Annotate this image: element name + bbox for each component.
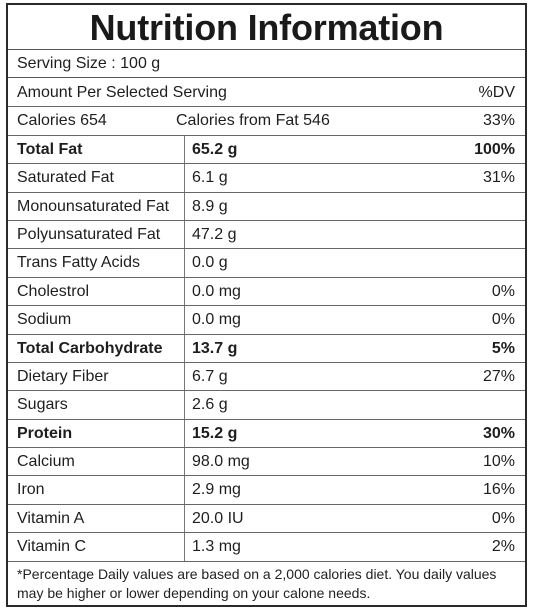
amount-header: Amount Per Selected Serving bbox=[17, 84, 227, 101]
table-row: Calcium 98.0 mg 10% bbox=[8, 448, 525, 477]
nutrient-name: Calcium bbox=[17, 453, 75, 471]
footnote: *Percentage Daily values are based on a … bbox=[17, 566, 497, 601]
nutrient-dv: 5% bbox=[491, 339, 515, 357]
nutrient-amount: 0.0 g bbox=[192, 254, 228, 272]
column-divider bbox=[184, 249, 185, 277]
column-divider bbox=[184, 334, 185, 362]
table-row: Polyunsaturated Fat 47.2 g bbox=[8, 220, 525, 250]
table-row: Dietary Fiber 6.7 g 27% bbox=[8, 362, 525, 392]
table-row: Vitamin C 1.3 mg 2% bbox=[8, 533, 525, 562]
nutrient-name: Cholestrol bbox=[17, 282, 90, 300]
nutrient-dv: 31% bbox=[482, 169, 515, 187]
column-divider bbox=[184, 306, 185, 334]
nutrient-name: Polyunsaturated Fat bbox=[17, 225, 161, 243]
nutrient-dv: 16% bbox=[482, 481, 515, 499]
column-divider bbox=[184, 533, 185, 561]
column-divider bbox=[184, 220, 185, 249]
nutrient-amount: 2.6 g bbox=[192, 396, 228, 414]
nutrient-dv: 10% bbox=[482, 453, 515, 471]
column-divider bbox=[184, 192, 185, 220]
nutrient-name: Protein bbox=[17, 424, 73, 442]
dv-header: %DV bbox=[478, 84, 515, 101]
nutrition-label: Nutrition Information Serving Size : 100… bbox=[6, 3, 527, 607]
nutrient-name: Total Carbohydrate bbox=[17, 339, 163, 357]
nutrient-amount: 0.0 mg bbox=[192, 282, 241, 300]
column-divider bbox=[184, 448, 185, 476]
table-row: Protein 15.2 g 30% bbox=[8, 419, 525, 449]
nutrient-amount: 0.0 mg bbox=[192, 311, 241, 329]
nutrient-name: Sugars bbox=[17, 396, 68, 414]
column-divider bbox=[184, 362, 185, 391]
calories-value: Calories 654 bbox=[17, 112, 107, 130]
nutrient-dv: 0% bbox=[491, 282, 515, 300]
nutrient-name: Vitamin A bbox=[17, 509, 85, 527]
nutrient-name: Sodium bbox=[17, 311, 72, 329]
table-row: Total Carbohydrate 13.7 g 5% bbox=[8, 334, 525, 363]
column-divider bbox=[184, 135, 185, 164]
label-title: Nutrition Information bbox=[89, 7, 444, 48]
calories-from-fat: Calories from Fat 546 bbox=[176, 112, 330, 130]
table-row: Monounsaturated Fat 8.9 g bbox=[8, 192, 525, 221]
nutrient-dv: 0% bbox=[491, 311, 515, 329]
table-row: Total Fat 65.2 g 100% bbox=[8, 135, 525, 165]
nutrient-amount: 6.7 g bbox=[192, 367, 228, 385]
calories-row: Calories 654 Calories from Fat 546 33% bbox=[8, 107, 525, 136]
nutrient-name: Iron bbox=[17, 481, 45, 499]
table-header-row: Amount Per Selected Serving %DV bbox=[8, 79, 525, 108]
nutrient-dv: 2% bbox=[491, 538, 515, 556]
serving-size: Serving Size : 100 g bbox=[8, 49, 525, 78]
nutrient-dv: 30% bbox=[482, 424, 515, 442]
column-divider bbox=[184, 277, 185, 306]
nutrient-dv: 100% bbox=[474, 140, 515, 158]
nutrient-name: Dietary Fiber bbox=[17, 367, 109, 385]
nutrient-name: Trans Fatty Acids bbox=[17, 254, 140, 272]
nutrient-amount: 8.9 g bbox=[192, 197, 228, 215]
nutrient-amount: 13.7 g bbox=[192, 339, 238, 357]
nutrient-amount: 20.0 IU bbox=[192, 509, 244, 527]
column-divider bbox=[184, 391, 185, 419]
table-row: Saturated Fat 6.1 g 31% bbox=[8, 164, 525, 193]
nutrient-amount: 98.0 mg bbox=[192, 453, 250, 471]
nutrient-name: Total Fat bbox=[17, 140, 83, 158]
nutrient-table: Amount Per Selected Serving %DV Calories… bbox=[8, 79, 525, 562]
column-divider bbox=[184, 419, 185, 448]
nutrient-dv: 27% bbox=[482, 367, 515, 385]
table-row: Sodium 0.0 mg 0% bbox=[8, 306, 525, 335]
nutrient-amount: 1.3 mg bbox=[192, 538, 241, 556]
nutrient-name: Saturated Fat bbox=[17, 169, 114, 187]
nutrient-amount: 47.2 g bbox=[192, 225, 237, 243]
table-row: Iron 2.9 mg 16% bbox=[8, 476, 525, 505]
nutrient-amount: 15.2 g bbox=[192, 424, 238, 442]
nutrient-amount: 65.2 g bbox=[192, 140, 238, 158]
table-row: Cholestrol 0.0 mg 0% bbox=[8, 277, 525, 307]
table-row: Trans Fatty Acids 0.0 g bbox=[8, 249, 525, 278]
nutrient-amount: 2.9 mg bbox=[192, 481, 241, 499]
calories-dv: 33% bbox=[482, 112, 515, 130]
nutrient-name: Vitamin C bbox=[17, 538, 87, 556]
column-divider bbox=[184, 164, 185, 192]
table-row: Vitamin A 20.0 IU 0% bbox=[8, 504, 525, 534]
column-divider bbox=[184, 504, 185, 533]
nutrient-name: Monounsaturated Fat bbox=[17, 197, 170, 215]
nutrient-dv: 0% bbox=[491, 509, 515, 527]
nutrient-rows: Total Fat 65.2 g 100% Saturated Fat 6.1 g 31%… bbox=[8, 135, 525, 562]
column-divider bbox=[184, 476, 185, 504]
nutrient-amount: 6.1 g bbox=[192, 169, 228, 187]
table-row: Sugars 2.6 g bbox=[8, 391, 525, 420]
